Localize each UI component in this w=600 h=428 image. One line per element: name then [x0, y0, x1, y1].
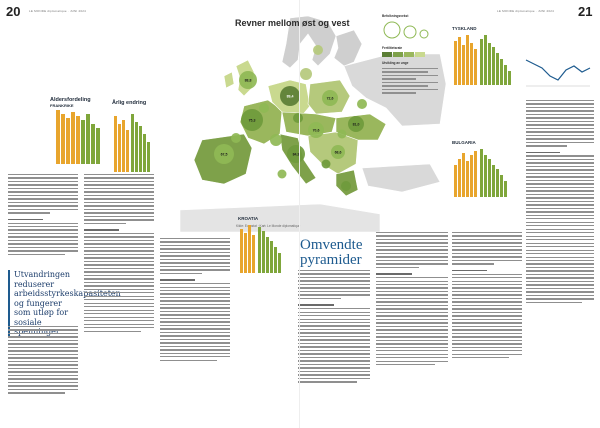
bubble-label-8: 68,6: [335, 151, 342, 155]
croatia-bars: [240, 225, 281, 273]
legend-notes: [382, 68, 438, 94]
left-column-2-text: [84, 174, 154, 332]
annual-change-bars: [114, 114, 150, 172]
germany-chart: TYSKLAND: [452, 26, 518, 91]
age-chart-left: Aldersfordeling FRANKRIKE: [50, 97, 106, 170]
croatia-chart: KROATIA: [238, 216, 284, 279]
bulgaria-bars: [454, 149, 507, 197]
running-header-left: LE MONDE diplomatique · JUNI 2024: [29, 9, 86, 13]
bubble-label-3: 89,4: [287, 95, 294, 99]
bubble-label-6: 72,6: [327, 97, 334, 101]
bubble-label-5: 84,9: [293, 153, 300, 157]
legend-bubbles: [383, 21, 429, 39]
page-number-left: 20: [6, 4, 21, 19]
trend-chart: [524, 46, 592, 90]
right-column-a-text: [298, 270, 370, 383]
bubble-label-4: 70,6: [313, 129, 320, 133]
trend-line: [525, 59, 591, 87]
bubble-label-2: 67,5: [221, 153, 228, 157]
bulgaria-label: BULGARIA: [452, 140, 476, 145]
left-column-1-text-bottom: [8, 326, 78, 394]
bubble-label-0: 88,8: [245, 79, 252, 83]
running-header-right: LE MONDE diplomatique · JUNI 2024: [497, 9, 554, 13]
germany-bars: [454, 35, 511, 85]
map-title: Revner mellom øst og vest: [235, 18, 350, 28]
annual-change-chart: Årlig endring: [112, 100, 152, 178]
page-number-right: 21: [578, 4, 593, 19]
left-column-3-text: [160, 238, 230, 361]
right-column-d-text: [526, 100, 594, 304]
germany-label: TYSKLAND: [452, 26, 477, 31]
right-column-b-text: [376, 232, 448, 366]
age-chart-title: Aldersfordeling: [50, 97, 91, 103]
left-column-1-text: [8, 174, 78, 256]
legend-title-1: Befolkningsvekst: [382, 14, 409, 18]
pull-quote-text: Utvandringen reduserer arbeidsstyrkeskap…: [14, 270, 121, 336]
age-pyramid: [56, 110, 100, 164]
page-gutter: [299, 0, 300, 428]
map-legend: Befolkningsvekst Fertilitetsrate Utvikli…: [382, 14, 444, 134]
article-headline: Omvendte pyramider: [300, 237, 363, 268]
right-column-c-text: [452, 232, 522, 359]
age-chart-subtitle: FRANKRIKE: [50, 103, 74, 108]
croatia-label: KROATIA: [238, 216, 259, 221]
legend-title-2: Fertilitetsrate: [382, 46, 403, 50]
map-caption: Kilde: Eurostat · Kart: Le Monde diploma…: [236, 224, 301, 228]
legend-title-3: Utvikling av unge: [382, 61, 409, 65]
bubble-label-1: 75,3: [249, 119, 256, 123]
annual-change-title: Årlig endring: [112, 100, 147, 106]
legend-swatches: [382, 52, 444, 57]
pull-quote: Utvandringen reduserer arbeidsstyrkeskap…: [8, 270, 121, 337]
bubble-label-7: 81,0: [353, 123, 360, 127]
bulgaria-chart: BULGARIA: [452, 140, 518, 203]
map-bubbles: [214, 45, 367, 191]
